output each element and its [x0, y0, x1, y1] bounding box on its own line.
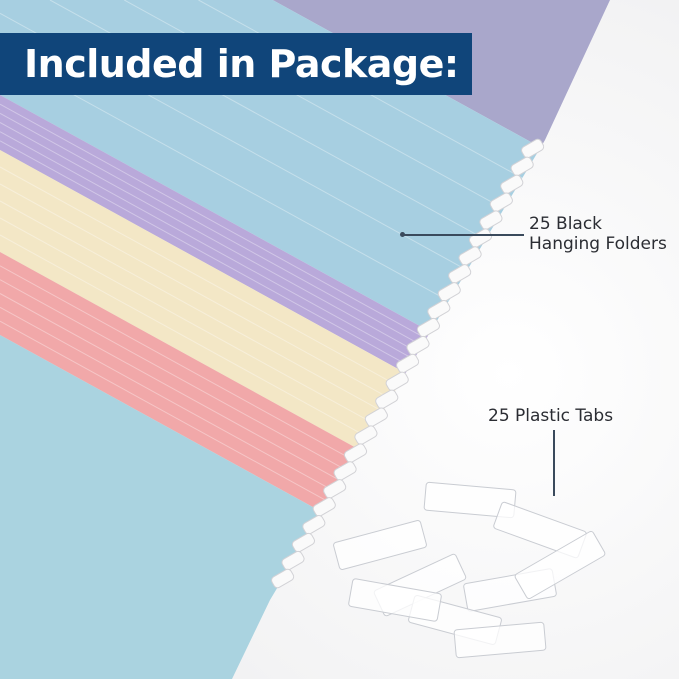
folder-hook — [468, 228, 493, 248]
tabs-callout: 25 Plastic Tabs — [488, 406, 614, 426]
folder-hook — [448, 264, 472, 284]
folders-callout-line1: 25 Black — [529, 214, 603, 234]
folder-hook — [406, 335, 430, 356]
folders-callout: 25 Black Hanging Folders — [529, 214, 667, 254]
folder-hook — [333, 461, 357, 481]
folder-hook — [302, 515, 326, 535]
folders-leader-line — [402, 234, 524, 236]
folder-hook — [312, 497, 336, 517]
plastic-tab — [348, 578, 442, 622]
folder-hook — [323, 479, 347, 499]
folder-hook — [427, 300, 451, 320]
folder-hook — [416, 317, 440, 338]
folder-hook — [437, 282, 461, 302]
folder-hook — [343, 443, 368, 463]
folders-callout-line2: Hanging Folders — [529, 234, 667, 254]
folder-hook — [281, 550, 305, 571]
folder-hook — [396, 353, 420, 374]
plastic-tabs-pile — [333, 481, 606, 659]
plastic-tab — [333, 520, 427, 570]
plastic-tab — [514, 530, 606, 600]
folder-hook — [375, 389, 399, 410]
folder-hook — [510, 156, 534, 177]
folder-tab-hooks — [271, 138, 545, 589]
folder-hook — [458, 246, 482, 266]
folder-hook — [479, 210, 503, 230]
folder-hook — [291, 532, 315, 553]
folders-leader-dot — [400, 232, 405, 237]
folder-hook — [521, 138, 545, 159]
package-banner: Included in Package: — [0, 33, 472, 95]
folder-hook — [364, 407, 388, 427]
tabs-leader-line — [553, 430, 555, 496]
plastic-tab — [453, 621, 547, 659]
plastic-tab — [423, 481, 517, 519]
folder-hook — [500, 174, 524, 195]
folder-hook — [489, 192, 513, 212]
folder-hook — [271, 568, 295, 589]
folder-hook — [385, 371, 409, 392]
folder-hook — [354, 425, 378, 445]
